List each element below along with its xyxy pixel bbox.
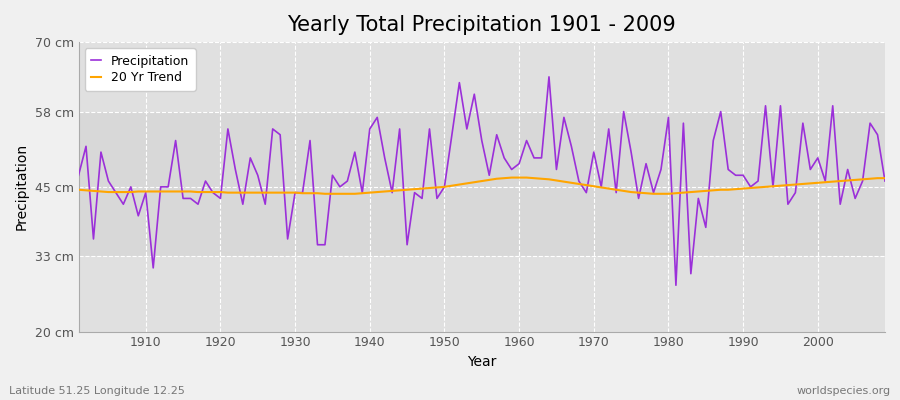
X-axis label: Year: Year	[467, 355, 497, 369]
20 Yr Trend	[521, 175, 532, 180]
Precipitation	[544, 74, 554, 79]
20 Yr Trend	[349, 191, 360, 196]
20 Yr Trend	[618, 188, 629, 193]
Precipitation	[73, 173, 84, 178]
Text: Latitude 51.25 Longitude 12.25: Latitude 51.25 Longitude 12.25	[9, 386, 184, 396]
Line: Precipitation: Precipitation	[78, 77, 885, 285]
Legend: Precipitation, 20 Yr Trend: Precipitation, 20 Yr Trend	[85, 48, 195, 91]
20 Yr Trend	[506, 175, 517, 180]
Precipitation	[514, 161, 525, 166]
Precipitation	[670, 283, 681, 288]
Y-axis label: Precipitation: Precipitation	[15, 143, 29, 230]
20 Yr Trend	[297, 191, 308, 196]
Precipitation	[611, 190, 622, 195]
Precipitation	[879, 179, 890, 184]
Precipitation	[297, 190, 308, 195]
Line: 20 Yr Trend: 20 Yr Trend	[78, 178, 885, 194]
20 Yr Trend	[320, 191, 330, 196]
Precipitation	[133, 213, 144, 218]
Bar	[78, 112, 885, 256]
20 Yr Trend	[528, 176, 539, 180]
20 Yr Trend	[133, 189, 144, 194]
Text: worldspecies.org: worldspecies.org	[796, 386, 891, 396]
20 Yr Trend	[73, 187, 84, 192]
Precipitation	[506, 167, 517, 172]
Precipitation	[342, 179, 353, 184]
20 Yr Trend	[879, 176, 890, 180]
Title: Yearly Total Precipitation 1901 - 2009: Yearly Total Precipitation 1901 - 2009	[287, 15, 676, 35]
